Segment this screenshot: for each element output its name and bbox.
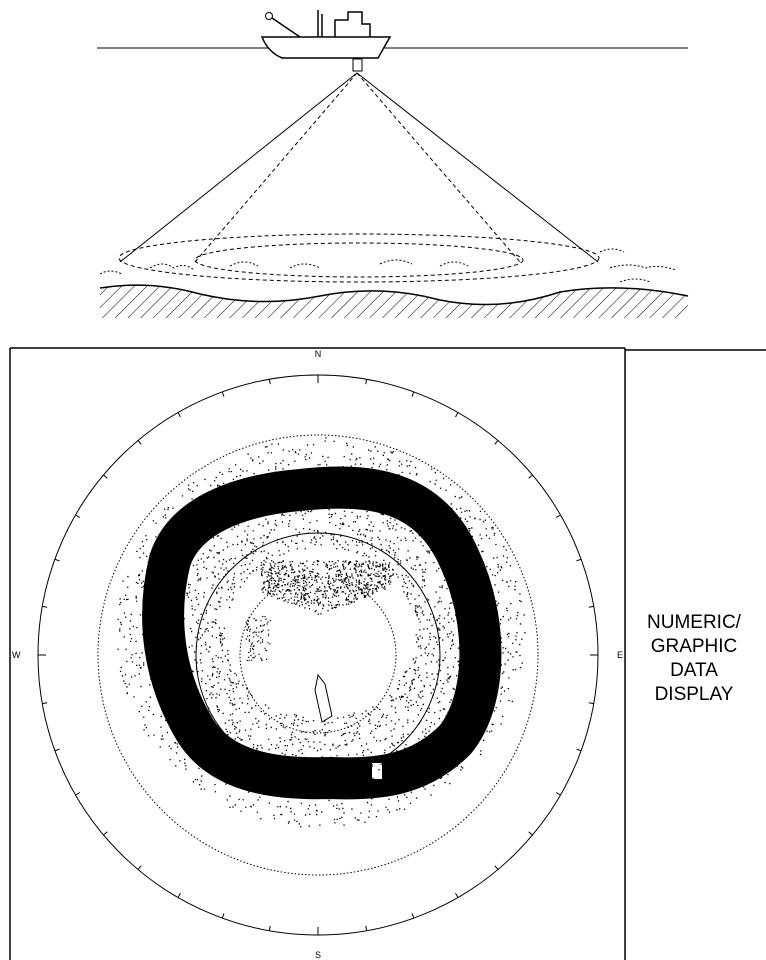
- panel-label: NUMERIC/: [647, 612, 742, 633]
- own-ship: [314, 673, 333, 723]
- panel-label: DATA: [670, 660, 718, 681]
- ship-crane-hook: [265, 12, 273, 20]
- bearing-tick: [455, 892, 459, 898]
- bearing-tick: [411, 913, 415, 919]
- bearing-tick: [75, 792, 81, 796]
- range-ring-inner-dotted: [239, 576, 397, 734]
- echo-ring: [142, 466, 502, 800]
- beam-outer: [356, 72, 599, 263]
- ship-hull: [260, 36, 392, 59]
- beam-inner: [356, 72, 521, 263]
- bearing-tick: [42, 702, 48, 705]
- panel-label: DISPLAY: [655, 684, 734, 705]
- bearing-tick: [42, 605, 48, 608]
- compass-w: W: [12, 650, 21, 660]
- bearing-tick: [494, 440, 499, 445]
- beam-footprint-outer: [118, 233, 600, 283]
- bearing-tick: [528, 474, 533, 479]
- echo-scatter: [117, 437, 526, 828]
- bearing-tick: [54, 748, 60, 752]
- range-ring-dotted: [97, 434, 539, 876]
- bearing-tick: [268, 379, 271, 385]
- bearing-tick: [103, 474, 108, 479]
- beam-footprint-inner: [194, 242, 524, 278]
- bearing-tick: [54, 558, 60, 562]
- bearing-tick: [411, 391, 415, 397]
- bearing-tick: [576, 748, 582, 752]
- range-ring-outer: [37, 374, 599, 936]
- transducer: [352, 58, 363, 72]
- bearing-tick: [177, 892, 181, 898]
- fish-schools: [99, 248, 677, 283]
- bearing-tick: [365, 925, 368, 931]
- bearing-tick: [221, 913, 225, 919]
- display-frame: [9, 347, 766, 960]
- bearing-tick: [555, 514, 561, 518]
- bearing-tick: [137, 440, 142, 445]
- beam-outer: [119, 72, 358, 263]
- seabed: [99, 284, 689, 306]
- bearing-tick: [576, 558, 582, 562]
- ship-crane: [271, 17, 301, 38]
- bearing-tick: [455, 412, 459, 418]
- bearing-tick: [588, 605, 594, 608]
- bearing-tick: [103, 831, 108, 836]
- echo-marker: [372, 763, 382, 779]
- bearing-tick: [555, 792, 561, 796]
- bearing-tick: [177, 412, 181, 418]
- bearing-tick: [137, 865, 142, 870]
- beam-inner: [194, 72, 358, 263]
- bearing-tick: [494, 865, 499, 870]
- bearing-tick: [528, 831, 533, 836]
- bearing-tick: [365, 379, 368, 385]
- bearing-tick: [588, 702, 594, 705]
- compass-n: N: [315, 349, 322, 359]
- bearing-tick: [75, 514, 81, 518]
- sonar-display: [37, 374, 599, 936]
- bearing-tick: [268, 925, 271, 931]
- panel-label: GRAPHIC: [651, 636, 738, 657]
- seabed-hatch: [100, 285, 688, 318]
- compass-s: S: [315, 950, 321, 960]
- ship-cabin: [334, 11, 371, 37]
- bearing-tick: [221, 391, 225, 397]
- compass-e: E: [617, 650, 623, 660]
- ship-mast: [317, 10, 323, 37]
- illustration: [97, 10, 689, 318]
